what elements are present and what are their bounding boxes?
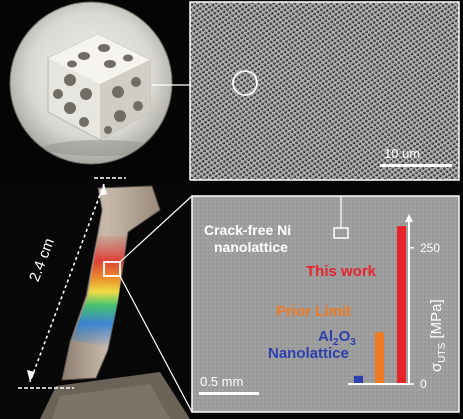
bar-1 (375, 332, 384, 384)
y-axis-sigma: σ (428, 362, 445, 372)
legend-nanolattice: Nanolattice (268, 345, 349, 362)
legend-this-work: This work (306, 263, 377, 280)
uts-bar-chart: 0 250 (348, 214, 440, 391)
surface-scale-bar (199, 392, 259, 395)
al2o3-o: O (338, 328, 351, 345)
bar-0 (354, 375, 363, 384)
annotation-line-2: nanolattice (214, 239, 288, 255)
length-arrow (29, 183, 105, 383)
y-axis-unit: [MPa] (428, 299, 445, 339)
y-axis-sub: UTS (437, 342, 448, 363)
bar-2 (397, 226, 406, 384)
tensile-specimen-photo (0, 177, 190, 419)
highlight-circle (232, 70, 258, 96)
micrograph-scale-label: 10 um (384, 146, 421, 161)
annotation-line-1: Crack-free Ni (204, 222, 292, 238)
specimen-highlight-box (103, 261, 121, 277)
legend-prior-limit: Prior Limit (276, 303, 352, 320)
sem-micrograph (189, 1, 460, 181)
al2o3-al: Al (318, 328, 333, 345)
surface-micrograph (191, 195, 460, 413)
y-tick-label-1: 250 (420, 241, 440, 255)
surface-scale-label: 0.5 mm (200, 374, 244, 389)
al2o3-sub-3: 3 (350, 337, 356, 348)
micrograph-scale-bar (380, 164, 452, 167)
al2o3-sub-2: 2 (333, 337, 339, 348)
y-tick-label-0: 0 (420, 377, 427, 391)
chart-y-axis-label: σUTS [MPa] (428, 299, 448, 372)
lattice-model-photo (9, 1, 173, 165)
y-axis-arrow (405, 214, 413, 222)
legend-al2o3: Al2O3 (318, 328, 356, 348)
